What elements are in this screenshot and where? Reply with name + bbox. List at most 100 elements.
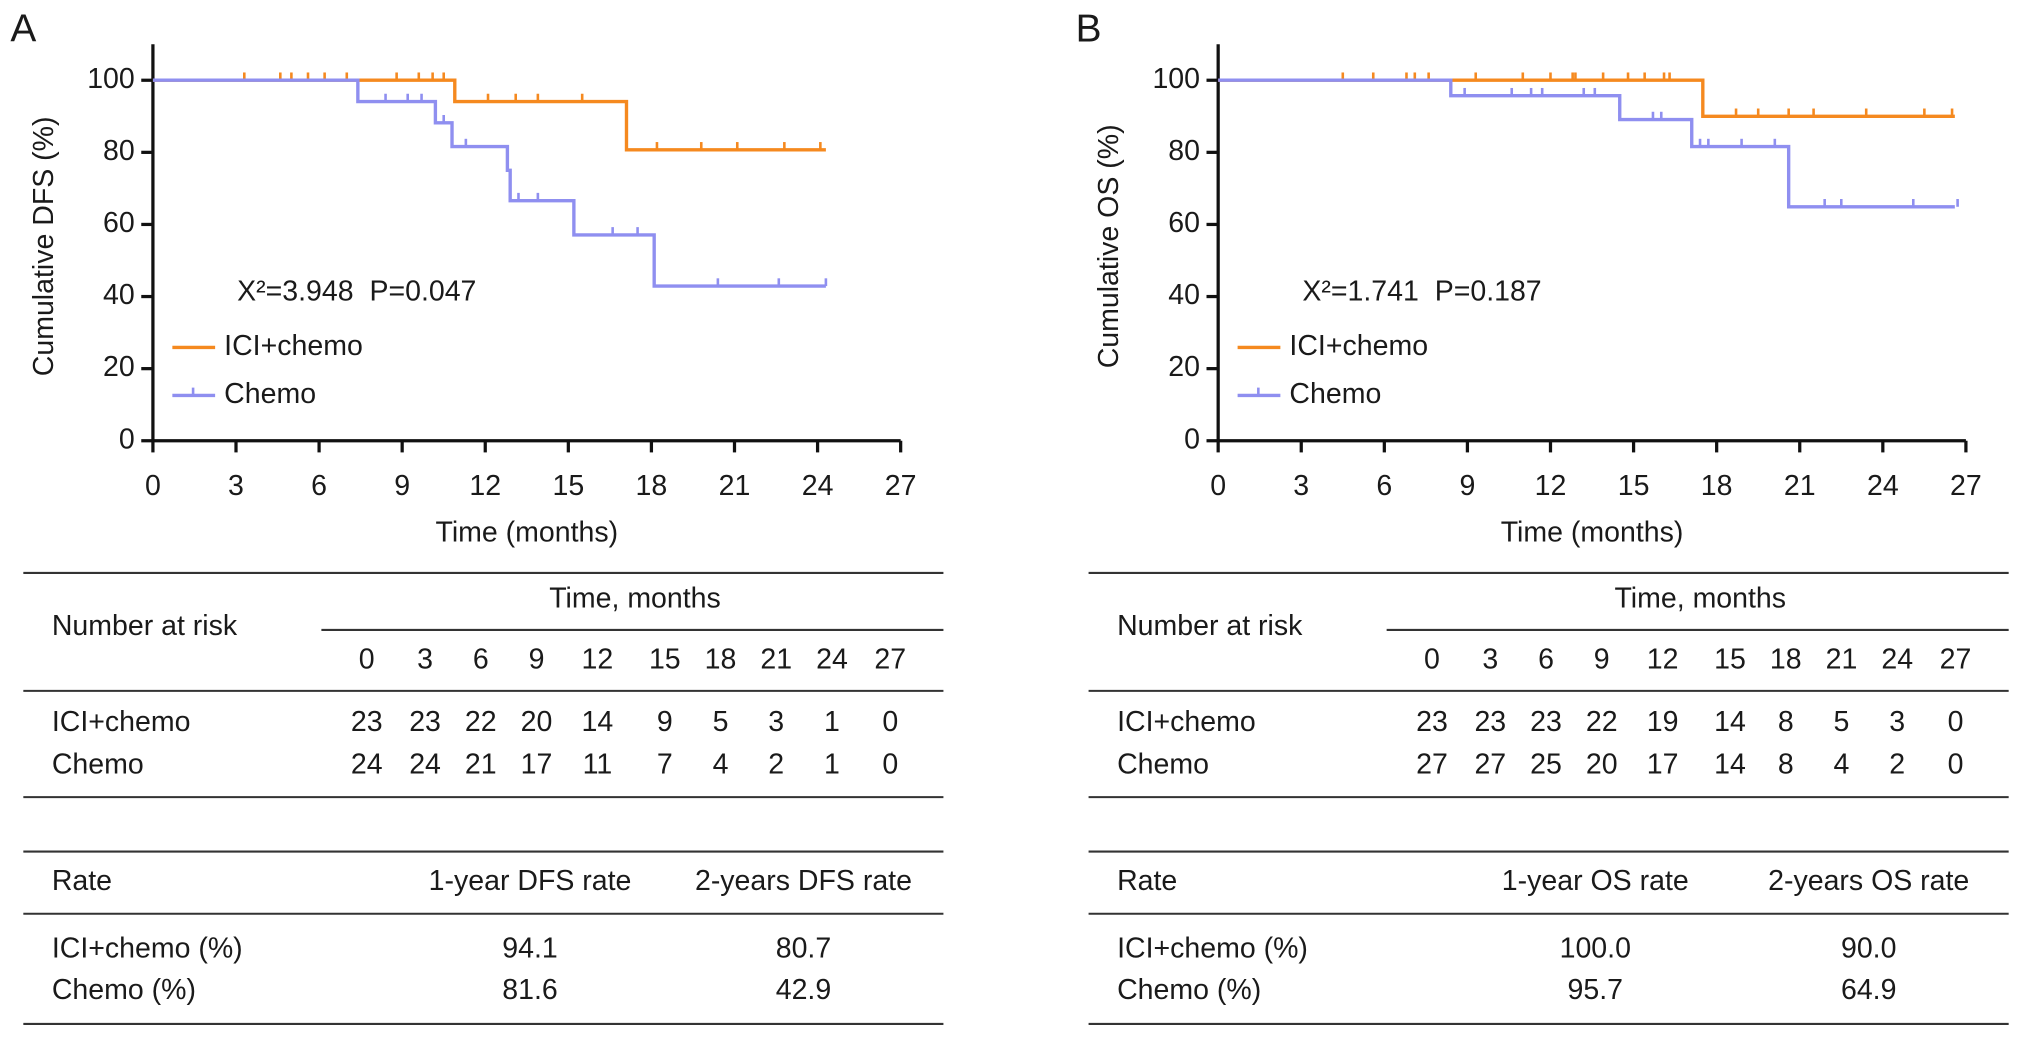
rate-cell: 80.7 xyxy=(776,933,831,965)
risk-cell: 9 xyxy=(657,706,673,738)
rate-cell: ICI+chemo (%) xyxy=(52,933,243,965)
y-axis-title: Cumulative DFS (%) xyxy=(28,116,60,376)
y-tick-label: 0 xyxy=(1184,423,1200,455)
y-tick-label: 0 xyxy=(119,423,135,455)
time-cell: 27 xyxy=(1940,644,1972,676)
risk-cell: 25 xyxy=(1530,749,1562,781)
risk-cell: 17 xyxy=(1647,749,1679,781)
risk-cell: 1 xyxy=(824,706,840,738)
rate-header: 1-year DFS rate xyxy=(429,865,632,897)
x-tick-label: 18 xyxy=(1701,470,1733,502)
panel-label: B xyxy=(1076,8,1102,51)
survival-curve xyxy=(1218,78,1955,118)
legend-label: ICI+chemo xyxy=(1289,330,1428,362)
x-tick-label: 3 xyxy=(228,470,244,502)
risk-cell: 23 xyxy=(1416,706,1448,738)
rate-cell: ICI+chemo (%) xyxy=(1117,933,1308,965)
risk-cell: 0 xyxy=(882,706,898,738)
time-cell: 0 xyxy=(1424,644,1440,676)
x-tick-label: 21 xyxy=(719,470,751,502)
time-cell: 24 xyxy=(816,644,848,676)
time-cell: 3 xyxy=(417,644,433,676)
risk-cell: 4 xyxy=(713,749,729,781)
y-axis-title: Cumulative OS (%) xyxy=(1093,124,1125,368)
rate-cell: 95.7 xyxy=(1568,974,1623,1006)
row-label: ICI+chemo xyxy=(52,706,191,738)
risk-cell: 0 xyxy=(882,749,898,781)
panel-label: A xyxy=(10,8,36,51)
x-tick-label: 15 xyxy=(552,470,584,502)
row-label: Chemo xyxy=(52,749,144,781)
time-cell: 18 xyxy=(1770,644,1802,676)
risk-cell: 7 xyxy=(657,749,673,781)
legend-label: Chemo xyxy=(1289,378,1381,410)
rate-header: Rate xyxy=(52,865,112,897)
risk-cell: 21 xyxy=(465,749,497,781)
y-tick-label: 100 xyxy=(87,63,135,95)
rate-header: 2-years OS rate xyxy=(1768,865,1969,897)
x-tick-label: 15 xyxy=(1618,470,1650,502)
risk-cell: 1 xyxy=(824,749,840,781)
x-tick-label: 12 xyxy=(1535,470,1567,502)
time-cell: 18 xyxy=(705,644,737,676)
survival-curve xyxy=(1218,78,1955,209)
x-tick-label: 18 xyxy=(636,470,668,502)
y-tick-label: 60 xyxy=(1168,207,1200,239)
time-cell: 12 xyxy=(582,644,614,676)
risk-title: Number at risk xyxy=(1117,610,1303,642)
risk-cell: 0 xyxy=(1948,706,1964,738)
x-tick-label: 9 xyxy=(1459,470,1475,502)
risk-cell: 3 xyxy=(768,706,784,738)
time-header: Time, months xyxy=(1614,583,1786,615)
risk-cell: 22 xyxy=(465,706,497,738)
rate-header: 1-year OS rate xyxy=(1502,865,1689,897)
rate-cell: 64.9 xyxy=(1841,974,1896,1006)
risk-cell: 8 xyxy=(1778,749,1794,781)
risk-cell: 11 xyxy=(583,749,613,781)
rate-cell: Chemo (%) xyxy=(1117,974,1261,1006)
time-cell: 24 xyxy=(1881,644,1913,676)
x-tick-label: 3 xyxy=(1293,470,1309,502)
risk-cell: 17 xyxy=(521,749,553,781)
time-cell: 21 xyxy=(1826,644,1858,676)
risk-cell: 14 xyxy=(1714,706,1746,738)
time-cell: 3 xyxy=(1482,644,1498,676)
y-tick-label: 100 xyxy=(1152,63,1200,95)
x-axis-title: Time (months) xyxy=(1501,517,1684,549)
time-cell: 6 xyxy=(1538,644,1554,676)
risk-cell: 27 xyxy=(1416,749,1448,781)
x-tick-label: 24 xyxy=(1867,470,1899,502)
y-tick-label: 20 xyxy=(103,351,135,383)
risk-cell: 19 xyxy=(1647,706,1679,738)
x-tick-label: 12 xyxy=(469,470,501,502)
legend-label: Chemo xyxy=(224,378,316,410)
x-tick-label: 21 xyxy=(1784,470,1816,502)
rate-cell: 42.9 xyxy=(776,974,831,1006)
x-tick-label: 0 xyxy=(1210,470,1226,502)
row-label: ICI+chemo xyxy=(1117,706,1256,738)
risk-cell: 2 xyxy=(1889,749,1905,781)
risk-cell: 27 xyxy=(1474,749,1506,781)
risk-cell: 8 xyxy=(1778,706,1794,738)
survival-curve xyxy=(152,78,826,288)
time-cell: 0 xyxy=(359,644,375,676)
x-tick-label: 27 xyxy=(1950,470,1982,502)
risk-cell: 22 xyxy=(1586,706,1618,738)
time-cell: 6 xyxy=(473,644,489,676)
risk-cell: 14 xyxy=(1714,749,1746,781)
y-tick-label: 20 xyxy=(1168,351,1200,383)
y-tick-label: 60 xyxy=(103,207,135,239)
rate-cell: 100.0 xyxy=(1560,933,1631,965)
annotation: X²=1.741 P=0.187 xyxy=(1302,276,1541,308)
x-tick-label: 6 xyxy=(1376,470,1392,502)
x-tick-label: 24 xyxy=(802,470,834,502)
time-header: Time, months xyxy=(549,583,721,615)
risk-cell: 23 xyxy=(351,706,383,738)
time-cell: 9 xyxy=(529,644,545,676)
risk-cell: 24 xyxy=(409,749,441,781)
time-cell: 15 xyxy=(649,644,681,676)
risk-cell: 20 xyxy=(1586,749,1618,781)
time-cell: 15 xyxy=(1714,644,1746,676)
risk-cell: 23 xyxy=(1530,706,1562,738)
risk-cell: 23 xyxy=(409,706,441,738)
